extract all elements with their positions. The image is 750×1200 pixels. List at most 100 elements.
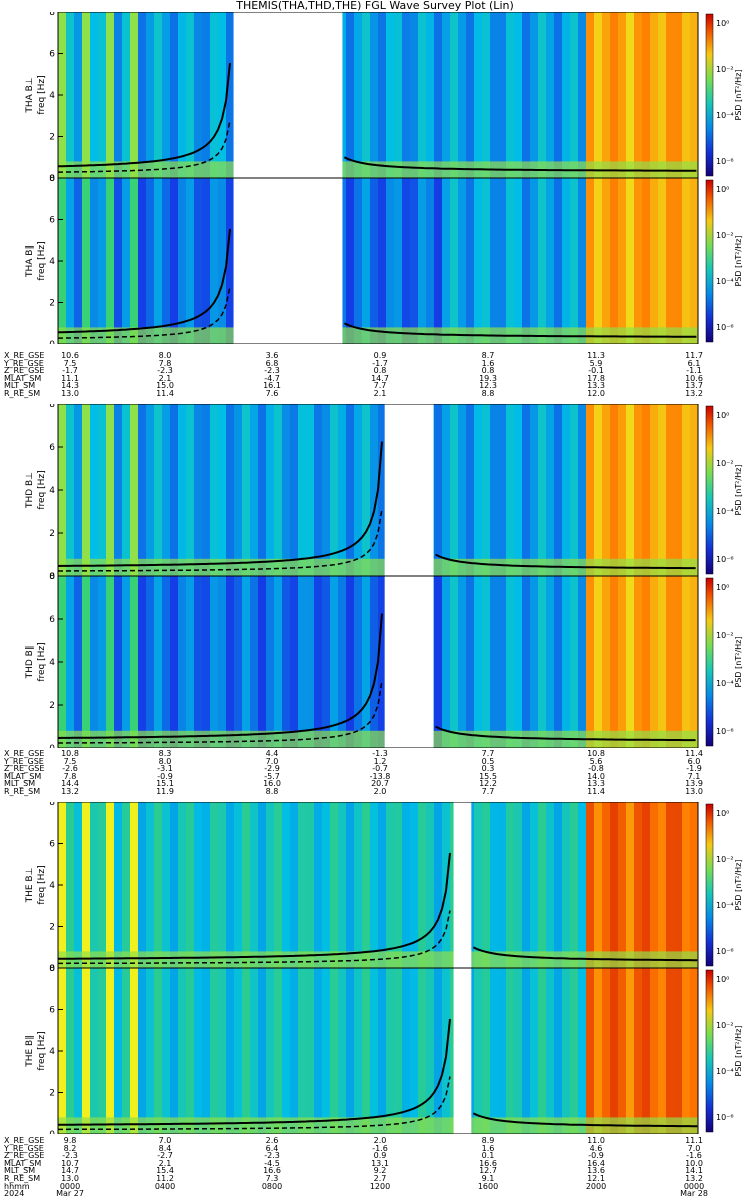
spectrogram-column <box>178 576 187 748</box>
spectrogram-column <box>186 968 195 1134</box>
spectrogram-column <box>514 178 523 344</box>
ephemeris-value: 7.7 <box>481 787 495 796</box>
y-tick-label: 2 <box>49 701 55 711</box>
spectrogram-column <box>98 178 107 344</box>
y-tick-label: 4 <box>49 658 55 668</box>
spectrogram-column <box>170 404 179 576</box>
colorbar-tick-label: 10⁻² <box>716 1021 734 1030</box>
spectrogram-column <box>498 178 507 344</box>
spectrogram-column <box>682 12 691 178</box>
spectrogram-column <box>450 178 459 344</box>
spectrogram-column <box>74 802 83 968</box>
ephemeris-value: 17.8 <box>587 373 605 383</box>
spectrogram-column <box>626 576 635 748</box>
panel-label: THD B∥ <box>25 646 35 680</box>
ephemeris-value: -1.7 <box>62 366 78 376</box>
spectrogram-column <box>122 404 131 576</box>
colorbar-tick-label: 10⁻⁴ <box>716 111 734 120</box>
spectrogram-column <box>618 178 627 344</box>
spectrogram-column <box>226 802 235 968</box>
y-tick-label: 2 <box>49 923 55 933</box>
spectrogram-column <box>66 404 75 576</box>
spectrogram-column <box>682 576 691 748</box>
spectrogram-column <box>266 404 275 576</box>
cyclotron-frequency-curve <box>57 441 383 567</box>
ephemeris-value: -2.7 <box>157 1151 173 1161</box>
spectrogram-column <box>474 968 483 1134</box>
ephemeris-value: 1.6 <box>481 358 495 368</box>
y-axis-label: freq [Hz] <box>37 75 47 114</box>
spectrogram-column <box>82 404 91 576</box>
spectrogram-column <box>210 802 219 968</box>
spectrogram-column <box>154 178 163 344</box>
spectrogram-column <box>514 576 523 748</box>
ephemeris-value: 0.3 <box>481 764 495 774</box>
spectrogram-column <box>610 802 619 968</box>
ephemeris-value: 19.3 <box>479 373 497 383</box>
ephemeris-value: 0.8 <box>481 366 495 376</box>
spectrogram-column <box>154 576 163 748</box>
spectrogram-column <box>602 404 611 576</box>
spectrogram-column <box>690 968 699 1134</box>
ephemeris-value: 2000 <box>585 1181 607 1191</box>
ephemeris-value: -1.3 <box>372 749 388 758</box>
y-tick-label: 8 <box>49 404 55 410</box>
spectrogram-column <box>106 968 115 1134</box>
cyclotron-frequency-curve <box>472 946 698 962</box>
spectrogram-column <box>138 178 147 344</box>
spectrogram-column <box>170 178 179 344</box>
colorbar-tick-label: 10⁻⁶ <box>716 947 734 956</box>
ephemeris-value: 4.4 <box>265 749 279 758</box>
spectrogram-column <box>690 178 699 344</box>
spectrogram-column <box>490 12 499 178</box>
colorbar-tick-label: 10⁻² <box>716 855 734 864</box>
ephemeris-value: 13.1 <box>371 1158 389 1168</box>
y-axis-label: freq [Hz] <box>37 642 47 681</box>
spectrogram-column <box>194 404 203 576</box>
spectrogram-column <box>522 576 531 748</box>
spectrogram-column <box>74 968 83 1134</box>
ephemeris-label: Z_RE_GSE <box>4 366 45 376</box>
spectrogram-column <box>402 12 411 178</box>
ephemeris-value: 16.4 <box>587 1158 605 1168</box>
spectrogram-column <box>362 968 371 1134</box>
spectrogram-column <box>586 968 595 1134</box>
y-tick-label: 4 <box>49 91 55 101</box>
spectrogram-column <box>410 178 419 344</box>
spectrogram-column <box>66 178 75 344</box>
spectrogram-column <box>178 404 187 576</box>
spectrogram-column <box>314 576 323 748</box>
ephemeris-value: 15.4 <box>156 1166 174 1176</box>
spectrogram-column <box>370 968 379 1134</box>
ephemeris-value: 12.3 <box>479 381 497 391</box>
spectrogram-column <box>226 968 235 1134</box>
spectrogram-column <box>290 802 299 968</box>
half-cyclotron-curve <box>58 680 383 744</box>
spectrogram-column <box>306 404 315 576</box>
colorbar <box>705 13 714 177</box>
spectrogram-column <box>354 968 363 1134</box>
ephemeris-label: R_RE_SM <box>4 389 41 398</box>
y-tick-label: 0 <box>49 340 55 344</box>
spectrogram-column <box>562 576 571 748</box>
spectrogram-column <box>410 12 419 178</box>
ephemeris-value: 0000 <box>683 1181 705 1191</box>
spectrogram-column <box>154 404 163 576</box>
spectrogram-column <box>506 404 515 576</box>
spectrogram-column <box>642 576 651 748</box>
spectrogram-column <box>234 802 243 968</box>
ephemeris-value: 15.1 <box>156 779 174 789</box>
spectrogram-column <box>282 802 291 968</box>
spectrogram-column <box>378 404 387 576</box>
spectrogram-column <box>130 12 139 178</box>
spectrogram-column <box>194 12 203 178</box>
spectrogram-column <box>370 404 379 576</box>
colorbar-tick-label: 10⁻² <box>716 231 734 240</box>
spectrogram-column <box>530 404 539 576</box>
spectrogram-column <box>154 802 163 968</box>
ephemeris-value: 12.0 <box>587 389 605 398</box>
colorbar-tick-label: 10⁻⁴ <box>716 507 734 516</box>
spectrogram-column <box>546 576 555 748</box>
spectrogram-column <box>602 576 611 748</box>
spectrogram-column <box>210 178 219 344</box>
